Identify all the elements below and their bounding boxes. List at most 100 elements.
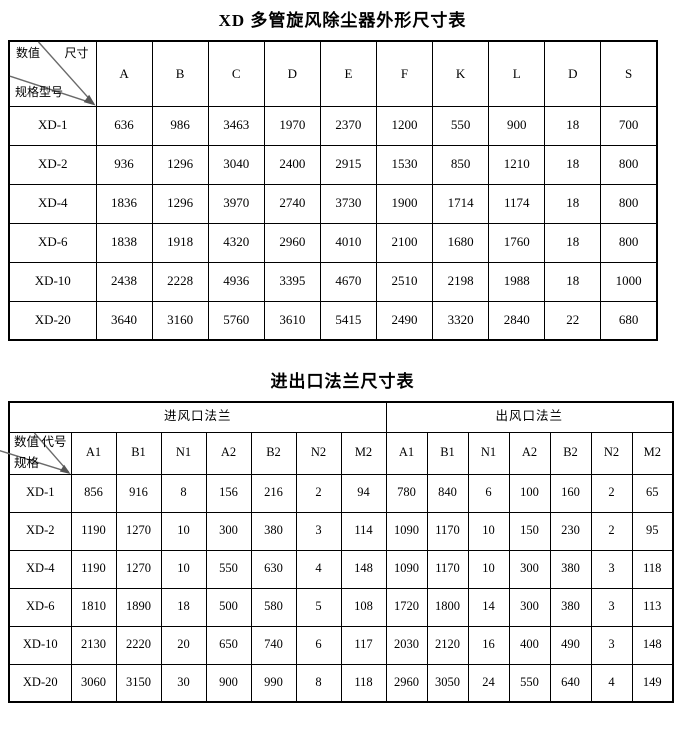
value-cell: 65	[631, 473, 674, 513]
value-cell: 300	[205, 511, 252, 551]
value-cell: 1296	[151, 144, 209, 185]
column-header: B1	[426, 431, 469, 475]
column-header: K	[432, 40, 490, 107]
value-cell: 10	[160, 549, 207, 589]
value-cell: 1800	[426, 587, 469, 627]
value-cell: 108	[340, 587, 387, 627]
value-cell: 3320	[432, 300, 490, 341]
value-cell: 3	[295, 511, 342, 551]
table-row: XD-20 3640 3160 5760 3610 5415 2490 3320 2840 22 6…	[8, 300, 658, 341]
model-cell: XD-10	[8, 625, 72, 665]
value-cell: 3160	[151, 300, 209, 341]
column-header: B2	[549, 431, 592, 475]
dimension-table: 数值 尺寸 规格型号 A B C D E F K L D S XD-1 636 98…	[8, 40, 658, 341]
flange-table: 进风口法兰 出风口法兰 数值 代号 规格 A1 B1 N1 A2	[0, 401, 675, 703]
column-header: A2	[205, 431, 252, 475]
table-row: XD-6 1810 1890 18 500 580 5 108 1720 1800 14 300 380…	[8, 587, 674, 627]
dimension-table-header-row: 数值 尺寸 规格型号 A B C D E F K L D S	[8, 40, 658, 107]
table-row: XD-20 3060 3150 30 900 990 8 118 2960 3050 24 550 64…	[8, 663, 674, 703]
value-cell: 986	[151, 105, 209, 146]
value-cell: 10	[160, 511, 207, 551]
model-cell: XD-6	[8, 587, 72, 627]
table-row: XD-4 1190 1270 10 550 630 4 148 1090 1170 10 300 380…	[8, 549, 674, 589]
value-cell: 2228	[151, 261, 209, 302]
value-cell: 2960	[385, 663, 428, 703]
value-cell: 1836	[95, 183, 153, 224]
column-header: C	[207, 40, 265, 107]
value-cell: 5415	[319, 300, 377, 341]
table-row: XD-6 1838 1918 4320 2960 4010 2100 1680 1760 18 80…	[8, 222, 658, 263]
model-cell: XD-1	[8, 105, 97, 146]
value-cell: 1174	[488, 183, 546, 224]
flange-table-title: 进出口法兰尺寸表	[270, 372, 415, 391]
column-header: D	[263, 40, 321, 107]
value-cell: 1210	[488, 144, 546, 185]
value-cell: 1918	[151, 222, 209, 263]
value-cell: 113	[631, 587, 674, 627]
value-cell: 18	[544, 183, 602, 224]
value-cell: 2960	[263, 222, 321, 263]
value-cell: 550	[432, 105, 490, 146]
value-cell: 1760	[488, 222, 546, 263]
value-cell: 2490	[375, 300, 434, 341]
value-cell: 2510	[375, 261, 434, 302]
value-cell: 1090	[385, 549, 428, 589]
value-cell: 2198	[432, 261, 490, 302]
value-cell: 5	[295, 587, 342, 627]
value-cell: 2	[295, 473, 342, 513]
corner-header-cell: 数值 尺寸 规格型号	[8, 40, 97, 107]
table-row: XD-10 2438 2228 4936 3395 4670 2510 2198 1988 18 1…	[8, 261, 658, 302]
column-header: N1	[467, 431, 510, 475]
column-header: A1	[385, 431, 428, 475]
value-cell: 900	[488, 105, 546, 146]
value-cell: 2740	[263, 183, 321, 224]
value-cell: 916	[115, 473, 162, 513]
value-cell: 840	[426, 473, 469, 513]
model-cell: XD-6	[8, 222, 97, 263]
flange-group-header-row: 进风口法兰 出风口法兰	[8, 401, 674, 433]
value-cell: 800	[600, 183, 658, 224]
table-row: XD-4 1836 1296 3970 2740 3730 1900 1714 1174 18 80…	[8, 183, 658, 224]
column-header: B	[151, 40, 209, 107]
table-row: XD-2 936 1296 3040 2400 2915 1530 850 1210 18 800	[8, 144, 658, 185]
value-cell: 1714	[432, 183, 490, 224]
corner-label-dimension: 尺寸	[64, 46, 89, 60]
column-header: E	[319, 40, 377, 107]
value-cell: 148	[340, 549, 387, 589]
value-cell: 230	[549, 511, 592, 551]
value-cell: 1838	[95, 222, 153, 263]
value-cell: 30	[160, 663, 207, 703]
value-cell: 3	[590, 625, 633, 665]
value-cell: 3060	[70, 663, 117, 703]
value-cell: 10	[467, 511, 510, 551]
value-cell: 94	[340, 473, 387, 513]
value-cell: 680	[600, 300, 658, 341]
value-cell: 8	[160, 473, 207, 513]
value-cell: 16	[467, 625, 510, 665]
value-cell: 2400	[263, 144, 321, 185]
value-cell: 1988	[488, 261, 546, 302]
value-cell: 1170	[426, 511, 469, 551]
value-cell: 1810	[70, 587, 117, 627]
value-cell: 1190	[70, 511, 117, 551]
value-cell: 636	[95, 105, 153, 146]
value-cell: 800	[600, 144, 658, 185]
value-cell: 150	[508, 511, 551, 551]
value-cell: 856	[70, 473, 117, 513]
value-cell: 380	[250, 511, 297, 551]
value-cell: 18	[544, 105, 602, 146]
value-cell: 2130	[70, 625, 117, 665]
table-row: XD-1 856 916 8 156 216 2 94 780 840 6 100 160 2 65	[8, 473, 674, 513]
value-cell: 2915	[319, 144, 377, 185]
column-header: A1	[70, 431, 117, 475]
column-header: M2	[631, 431, 674, 475]
value-cell: 2370	[319, 105, 377, 146]
value-cell: 780	[385, 473, 428, 513]
value-cell: 1000	[600, 261, 658, 302]
column-header: A	[95, 40, 153, 107]
column-header: N1	[160, 431, 207, 475]
value-cell: 117	[340, 625, 387, 665]
value-cell: 18	[544, 222, 602, 263]
value-cell: 2100	[375, 222, 434, 263]
